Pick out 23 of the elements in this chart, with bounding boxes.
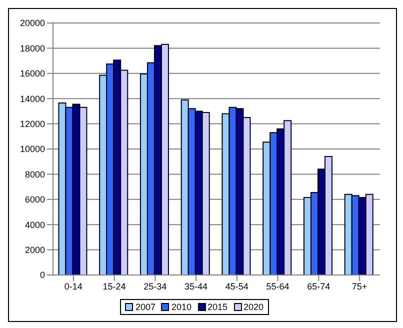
y-tick-label: 0 <box>40 270 45 280</box>
y-tick-label: 12000 <box>20 118 45 129</box>
y-tick-label: 14000 <box>20 94 45 104</box>
x-tick-label: 55-64 <box>266 281 290 292</box>
x-tick-label: 15-24 <box>102 281 126 292</box>
legend-label: 2020 <box>242 302 264 312</box>
legend-label: 2007 <box>134 302 156 312</box>
x-tick-label: 65-74 <box>307 281 330 292</box>
y-tick-label: 6000 <box>24 194 45 205</box>
y-tick-label: 20000 <box>20 18 45 28</box>
x-tick-label: 25-34 <box>144 281 167 292</box>
y-tick-label: 8000 <box>24 169 45 180</box>
x-tick-label: 45-54 <box>225 281 248 292</box>
y-tick-label: 10000 <box>20 144 45 154</box>
y-tick-label: 16000 <box>20 68 45 79</box>
legend-label: 2010 <box>170 302 192 312</box>
legend-label: 2015 <box>206 302 228 312</box>
x-tick-label: 35-44 <box>184 281 208 292</box>
x-tick-label: 0-14 <box>64 281 82 292</box>
y-tick-label: 18000 <box>20 43 45 54</box>
y-tick-label: 4000 <box>24 220 45 230</box>
x-tick-label: 75+ <box>352 281 368 292</box>
y-tick-label: 2000 <box>24 244 45 255</box>
